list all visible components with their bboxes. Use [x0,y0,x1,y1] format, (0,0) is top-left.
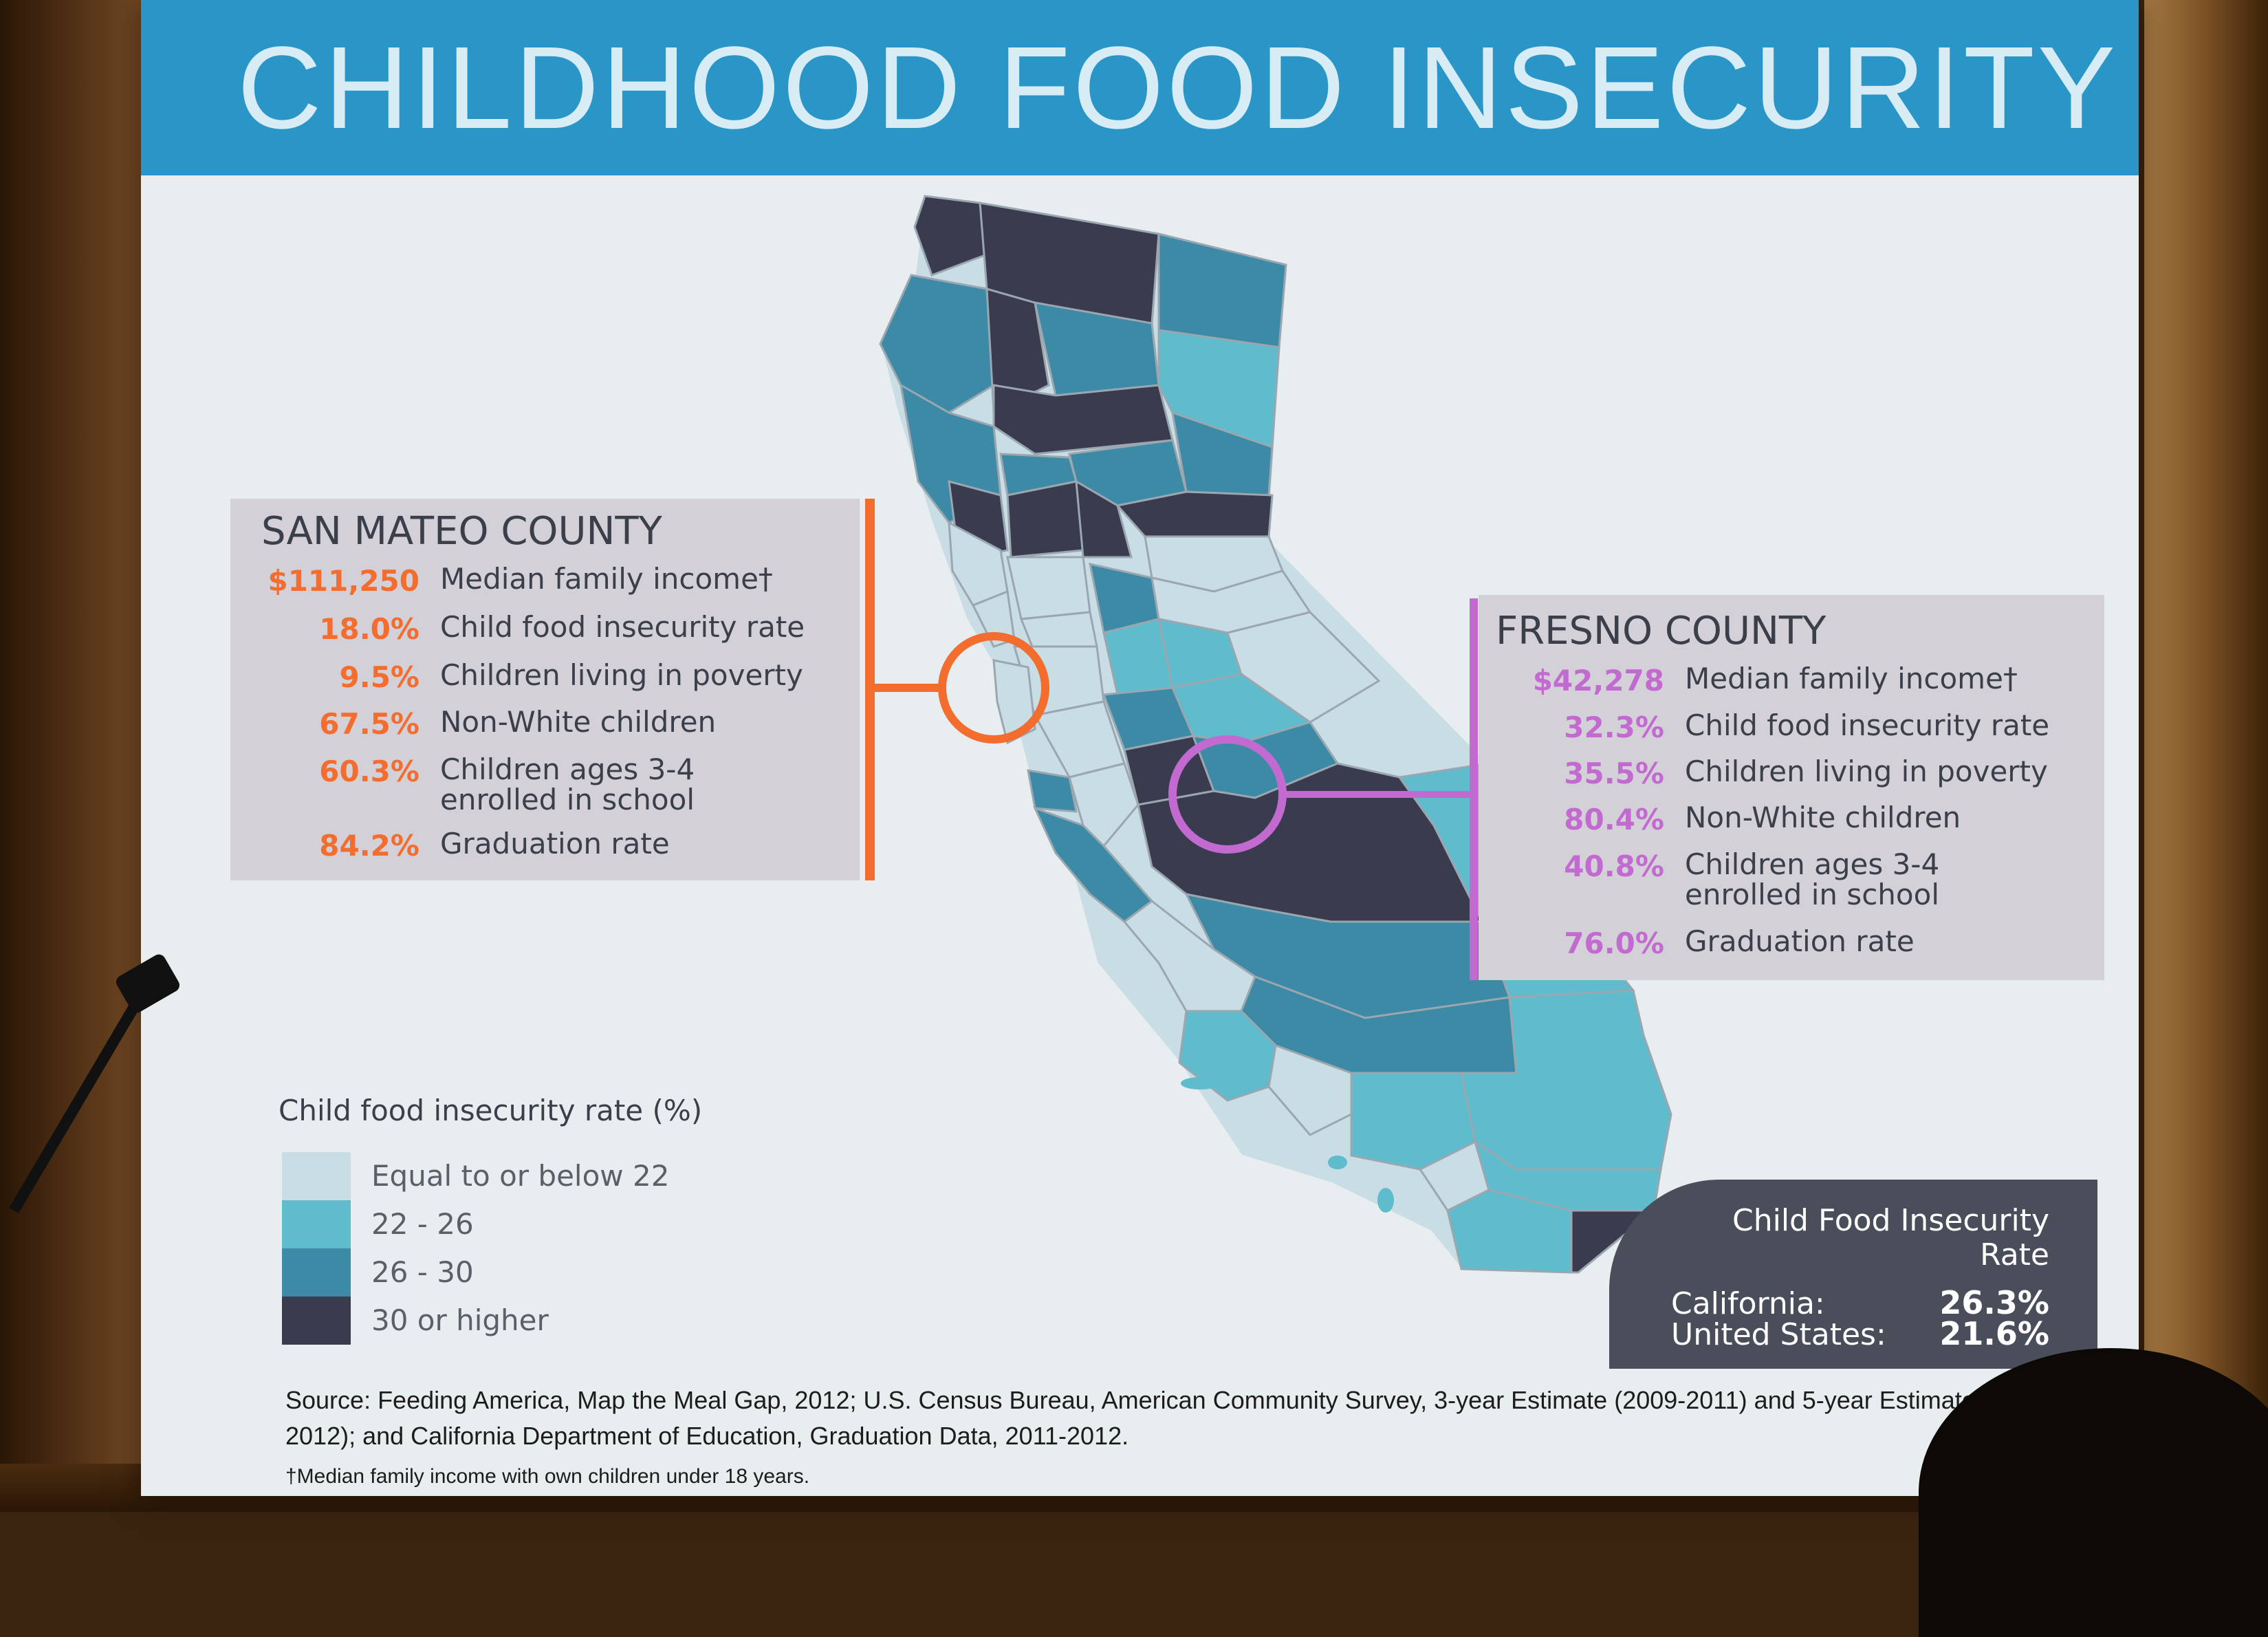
channel-island-2 [1233,1074,1263,1085]
county-santa-cruz [1027,769,1078,813]
san-mateo-panel: SAN MATEO COUNTY $111,250 Median family … [230,499,860,880]
legend-label-3: 26 - 30 [371,1255,474,1289]
channel-island-3 [1328,1156,1347,1169]
legend-label-2: 22 - 26 [371,1207,474,1241]
san-mateo-title: SAN MATEO COUNTY [261,509,662,554]
san-mateo-highlight-circle [938,632,1049,744]
legend-swatch-3 [282,1248,351,1297]
san-mateo-poverty-label: Children living in poverty [440,658,803,692]
fresno-panel: FRESNO COUNTY $42,278 Median family inco… [1479,595,2104,980]
san-mateo-enrolled-value: 60.3% [319,755,419,788]
microphone-stand [9,954,179,1214]
legend-swatch-2 [282,1200,351,1248]
fresno-stat-enrolled: 40.8% Children ages 3-4 enrolled in scho… [1479,849,2097,918]
fresno-stat-insecurity: 32.3% Child food insecurity rate [1479,711,2097,752]
san-mateo-stat-graduation: 84.2% Graduation rate [230,829,849,870]
california-county-map [865,195,1672,1274]
county-yuba-sutter [1075,479,1133,559]
san-mateo-stat-insecurity: 18.0% Child food insecurity rate [230,612,849,653]
san-mateo-insecurity-label: Child food insecurity rate [440,610,805,644]
channel-island-4 [1377,1188,1394,1213]
rate-summary-box: Child Food Insecurity Rate California: 2… [1609,1180,2097,1369]
fresno-nonwhite-value: 80.4% [1564,803,1664,836]
san-mateo-enrolled-label: Children ages 3-4 enrolled in school [440,752,695,816]
fresno-stat-graduation: 76.0% Graduation rate [1479,926,2097,968]
fresno-highlight-circle [1168,735,1287,854]
california-rate-label: California: [1671,1286,1825,1321]
fresno-graduation-label: Graduation rate [1685,924,1915,958]
fresno-poverty-value: 35.5% [1564,757,1664,790]
san-mateo-stat-nonwhite: 67.5% Non-White children [230,707,849,748]
rate-box-title: Child Food Insecurity Rate [1732,1203,2049,1272]
fresno-graduation-value: 76.0% [1564,926,1664,960]
county-del-norte [913,195,988,277]
income-footnote: †Median family income with own children … [285,1465,810,1488]
us-rate-label: United States: [1671,1317,1886,1352]
california-rate-value: 26.3% [1939,1284,2049,1321]
county-napa-yolo [1006,556,1091,620]
fresno-nonwhite-label: Non-White children [1685,801,1961,834]
fresno-stat-nonwhite: 80.4% Non-White children [1479,803,2097,844]
room-wall-right [2144,0,2268,1512]
san-mateo-insecurity-value: 18.0% [319,612,419,646]
san-mateo-poverty-value: 9.5% [339,660,419,694]
us-rate-value: 21.6% [1939,1315,2049,1352]
fresno-title: FRESNO COUNTY [1496,609,1827,653]
county-san-benito [1068,762,1140,848]
fresno-insecurity-value: 32.3% [1564,711,1664,744]
fresno-stat-poverty: 35.5% Children living in poverty [1479,757,2097,798]
san-mateo-stat-enrolled: 60.3% Children ages 3-4 enrolled in scho… [230,755,849,823]
slide-title: CHILDHOOD FOOD INSECURITY [237,23,2119,153]
source-citation: Source: Feeding America, Map the Meal Ga… [285,1386,2054,1450]
channel-island-1 [1181,1077,1219,1089]
projected-slide: CHILDHOOD FOOD INSECURITY [141,0,2139,1496]
legend-title: Child food insecurity rate (%) [279,1094,703,1127]
county-colusa [1006,480,1084,559]
county-sierra-nevada [1115,490,1274,538]
fresno-enrolled-label: Children ages 3-4 enrolled in school [1685,847,1940,911]
san-mateo-nonwhite-label: Non-White children [440,705,717,739]
county-modoc [1157,232,1287,349]
san-mateo-graduation-value: 84.2% [319,829,419,863]
fresno-poverty-label: Children living in poverty [1685,755,2048,788]
legend-label-4: 30 or higher [371,1303,549,1337]
county-trinity [985,287,1050,415]
san-mateo-stat-income: $111,250 Median family income† [230,564,849,605]
san-mateo-income-value: $111,250 [268,564,419,598]
legend-swatch-4 [282,1297,351,1345]
legend-label-1: Equal to or below 22 [371,1159,670,1193]
san-mateo-income-label: Median family income† [440,562,773,596]
fresno-enrolled-value: 40.8% [1564,849,1664,883]
county-alpine-mono [1226,611,1381,724]
fresno-income-label: Median family income† [1685,662,2018,695]
san-mateo-nonwhite-value: 67.5% [319,707,419,741]
fresno-stat-income: $42,278 Median family income† [1479,664,2097,705]
san-mateo-stat-poverty: 9.5% Children living in poverty [230,660,849,702]
san-mateo-graduation-label: Graduation rate [440,827,670,860]
county-ventura [1267,1043,1353,1136]
fresno-insecurity-label: Child food insecurity rate [1685,708,2050,742]
legend-swatch-1 [282,1152,351,1200]
title-bar: CHILDHOOD FOOD INSECURITY [141,0,2139,175]
fresno-income-value: $42,278 [1532,664,1664,697]
